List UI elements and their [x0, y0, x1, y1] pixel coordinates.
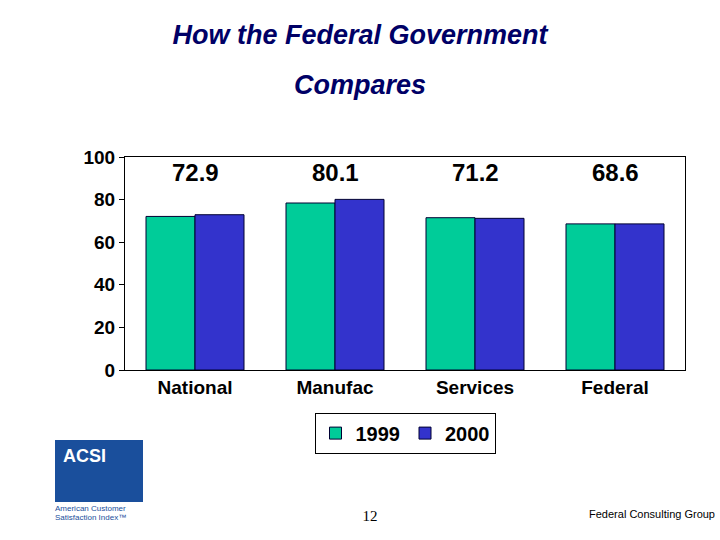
svg-text:20: 20 — [94, 317, 115, 338]
svg-text:68.6: 68.6 — [592, 159, 639, 186]
html-text:12: 12 — [362, 508, 378, 524]
svg-text:Manufac: Manufac — [296, 377, 374, 398]
svg-text:100: 100 — [83, 147, 115, 168]
svg-text:0: 0 — [105, 360, 116, 381]
svg-text:80.1: 80.1 — [312, 159, 359, 186]
svg-text:Services: Services — [436, 377, 514, 398]
svg-text:2000: 2000 — [445, 423, 490, 445]
html-text:Federal Consulting Group: Federal Consulting Group — [589, 508, 715, 520]
svg-text:60: 60 — [94, 232, 115, 253]
svg-text:80: 80 — [94, 189, 115, 210]
svg-text:Federal: Federal — [581, 377, 649, 398]
svg-text:72.9: 72.9 — [172, 159, 219, 186]
html-text:ACSI: ACSI — [63, 446, 106, 466]
svg-text:National: National — [158, 377, 233, 398]
html-text:American Customer Satisfaction: American Customer Satisfaction Index™ — [55, 504, 127, 522]
html-text:How the Federal Government Com: How the Federal Government Compares — [172, 20, 548, 100]
svg-text:71.2: 71.2 — [452, 159, 499, 186]
svg-text:1999: 1999 — [356, 423, 401, 445]
svg-text:40: 40 — [94, 274, 115, 295]
